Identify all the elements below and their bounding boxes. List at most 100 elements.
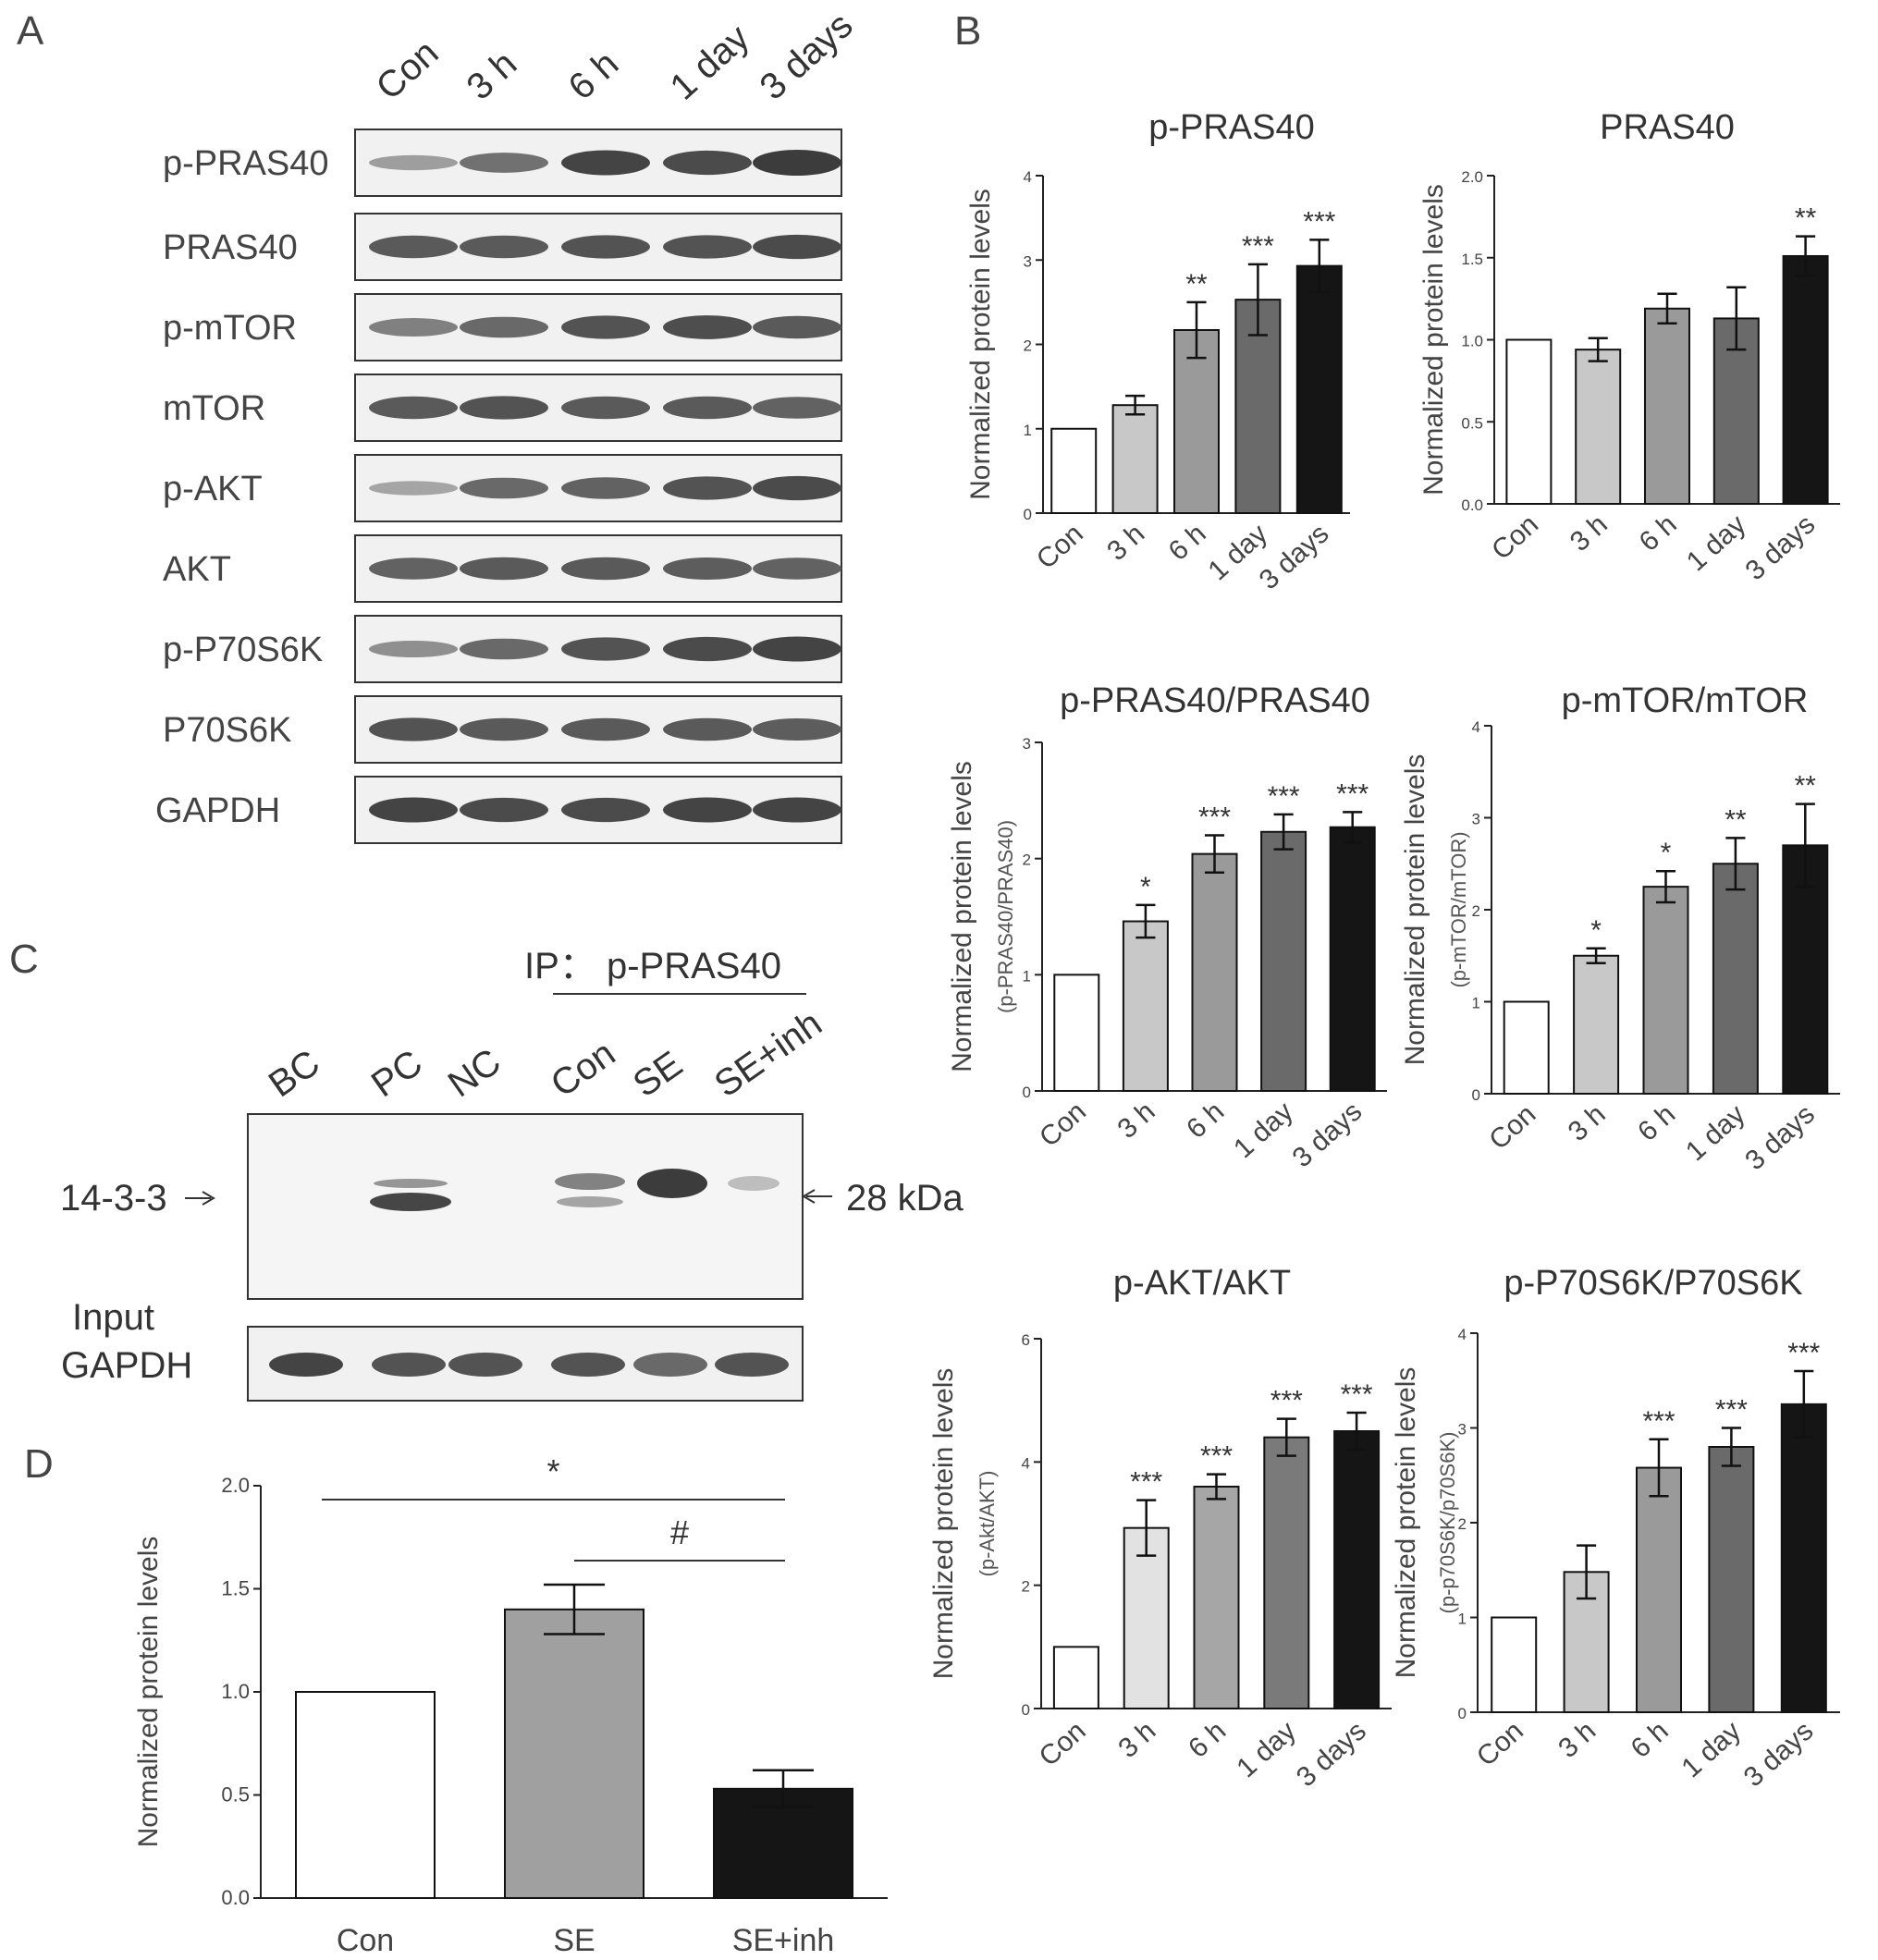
ip-western-blot-c: IP： p-PRAS40 14-3-3 28 kDa Input GAPDH B… [60, 946, 964, 1402]
band-p-mtor-1-day [663, 315, 752, 339]
band-p-mtor-6-h [561, 315, 650, 339]
band-p-mtor-3-h [460, 316, 548, 338]
band-p-akt-con [369, 481, 458, 496]
gapdh-band-se [633, 1353, 707, 1377]
y-tick-label: 6 [1022, 1331, 1030, 1349]
band-mtor-3-h [460, 396, 548, 420]
lane-label-3-h: 3 h [460, 43, 525, 108]
y-tick-label: 2 [1458, 1515, 1467, 1533]
significance-6-h: * [1661, 838, 1672, 868]
ip-band-se-inh-0 [728, 1176, 779, 1191]
bar-1-day [1263, 1436, 1310, 1709]
lane-label-3-days: 3 days [753, 5, 861, 108]
significance-6-h: ** [1185, 269, 1208, 300]
band-p-akt-3-days [753, 475, 841, 501]
y-tick-label: 1 [1472, 995, 1480, 1012]
x-category-con: Con [1483, 1099, 1541, 1156]
x-category-con: Con [1031, 519, 1089, 575]
y-tick-label: 0.5 [1461, 414, 1483, 432]
significance-3-days: ** [1795, 203, 1817, 234]
y-tick-label: 2.0 [221, 1474, 250, 1497]
band-p-pras40-6-h [561, 150, 650, 176]
ip-lane-label-se: SE [626, 1044, 690, 1106]
row-label-mtor: mTOR [163, 389, 265, 428]
band-akt-3-days [753, 557, 841, 580]
ip-lane-label-con: Con [544, 1033, 622, 1105]
x-category-con: Con [1034, 1096, 1092, 1153]
chart-title: p-P70S6K/P70S6K [1504, 1264, 1802, 1303]
significance-1-day: *** [1268, 781, 1300, 812]
bar-charts: p-PRAS40 Normalized protein levels 0 1 2 3 4 Co… [133, 108, 1840, 1958]
y-axis-sublabel: (p-Akt/AKT) [976, 1471, 999, 1577]
band-gapdh-6-h [561, 797, 650, 823]
y-axis-label: Normalized protein levels [1418, 184, 1449, 496]
y-tick-label: 1.0 [1461, 333, 1483, 350]
significance-6-h: *** [1200, 1441, 1233, 1472]
bar-se [504, 1608, 644, 1900]
band-p-akt-1-day [663, 476, 752, 500]
bar-6-h [1644, 307, 1690, 505]
bar-6-h [1191, 852, 1238, 1092]
band-akt-3-h [460, 557, 548, 581]
bar-con [1052, 1646, 1099, 1710]
ip-band-con-1 [557, 1196, 623, 1207]
row-label-p-mtor: p-mTOR [163, 309, 297, 348]
chart-title: PRAS40 [1600, 108, 1735, 147]
panel-letter-c: C [9, 937, 39, 982]
x-category-6-h: 6 h [1634, 509, 1683, 557]
bar-3-h [1111, 404, 1159, 515]
comparison-label-2: # [670, 1513, 689, 1551]
significance-3-days: *** [1303, 206, 1335, 237]
y-tick-label: 1.0 [221, 1680, 250, 1703]
band-p-akt-3-h [460, 477, 548, 499]
x-category-1-day: 1 day [1231, 1716, 1302, 1784]
bar-3-h [1575, 349, 1622, 505]
x-category-3-days: 3 days [1740, 509, 1822, 587]
bar-3-h [1122, 920, 1169, 1092]
ip-lane-label-bc: BC [262, 1042, 327, 1105]
x-category-1-day: 1 day [1675, 1716, 1747, 1784]
band-p-pras40-3-days [753, 150, 841, 176]
y-tick-label: 1 [1458, 1611, 1467, 1628]
band-p-akt-6-h [561, 477, 650, 499]
bar-3-days [1329, 826, 1376, 1093]
chart-pras40: PRAS40 Normalized protein levels 0.0 0.5 1.0… [1418, 108, 1840, 586]
chart-p-p70s6k-p70s6k: p-P70S6K/P70S6K Normalized protein levels… [1391, 1264, 1840, 1793]
ip-label: IP： p-PRAS40 [524, 946, 781, 986]
band-p-mtor-3-days [753, 315, 841, 339]
x-category-6-h: 6 h [1163, 519, 1212, 567]
y-axis-label: Normalized protein levels [947, 761, 977, 1072]
band-akt-1-day [663, 557, 752, 581]
significance-3-days: *** [1336, 778, 1369, 809]
band-gapdh-3-days [753, 797, 841, 823]
x-category-6-h: 6 h [1626, 1716, 1675, 1764]
significance-1-day: *** [1270, 1386, 1303, 1416]
bar-1-day [1712, 863, 1759, 1095]
band-mtor-6-h [561, 396, 650, 420]
x-category-3-days: 3 days [1739, 1099, 1821, 1177]
chart-p-pras40-pras40: p-PRAS40/PRAS40 Normalized protein levels… [947, 681, 1387, 1173]
chart-panel-d: Normalized protein levels 0.0 0.5 1.0 1.5 2.0… [133, 1452, 888, 1958]
bar-con [1505, 338, 1553, 505]
y-tick-label: 0 [1024, 506, 1032, 523]
bar-1-day [1260, 830, 1307, 1092]
x-category-1-day: 1 day [1680, 1099, 1751, 1168]
band-p70s6k-6-h [561, 717, 650, 741]
gapdh-blot-frame [247, 1326, 804, 1402]
ip-band-se-0 [637, 1169, 707, 1198]
band-arrow-right [802, 1189, 832, 1204]
y-tick-label: 0 [1472, 1086, 1480, 1104]
x-category-1-day: 1 day [1681, 509, 1752, 578]
ip-lane-label-nc: NC [441, 1041, 509, 1105]
bar-con [1050, 427, 1098, 514]
y-axis-label: Normalized protein levels [1391, 1367, 1421, 1679]
gapdh-band-bc [269, 1353, 343, 1377]
significance-1-day: ** [1725, 804, 1747, 835]
gapdh-band-con [551, 1353, 625, 1377]
band-p-pras40-con [369, 154, 458, 171]
significance-1-day: *** [1242, 231, 1274, 262]
gapdh-band-pc [372, 1353, 446, 1377]
chart-p-akt-akt: p-AKT/AKT Normalized protein levels (p-Akt… [928, 1264, 1392, 1793]
band-mtor-con [369, 396, 458, 420]
bar-6-h [1636, 1466, 1682, 1714]
